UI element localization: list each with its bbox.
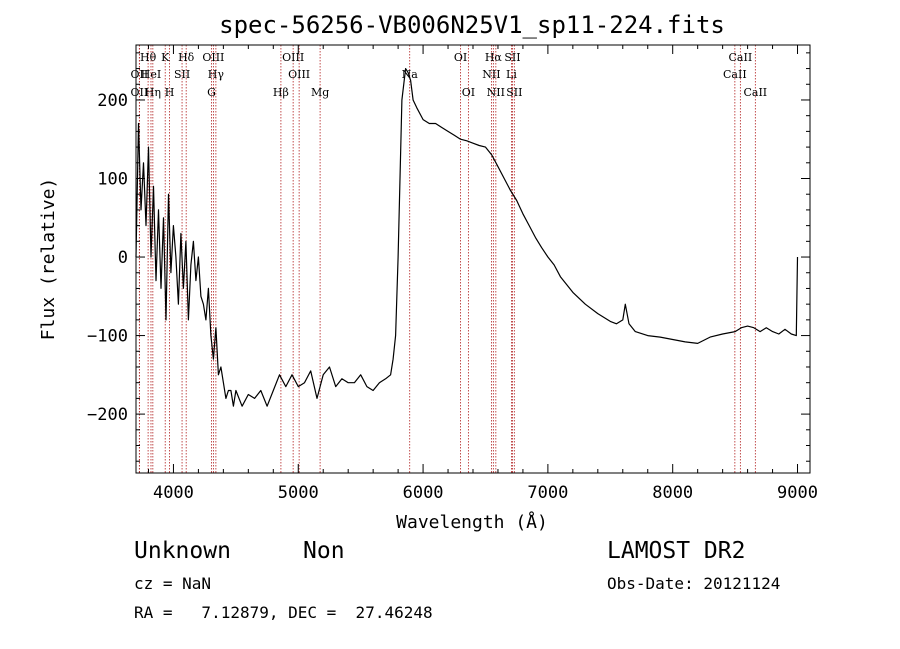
plot-frame (135, 44, 811, 474)
y-tick-label-0: 0 (118, 248, 128, 268)
marker-label-22: SII (504, 51, 520, 64)
marker-label-20: NII (482, 68, 500, 81)
y-axis-label: Flux (relative) (38, 178, 59, 341)
x-tick-label-6000: 6000 (403, 483, 444, 503)
marker-label-13: OIII (282, 51, 304, 64)
x-tick-label-8000: 8000 (652, 483, 693, 503)
observation-date: Obs-Date: 20121124 (607, 574, 781, 593)
marker-label-17: OI (454, 51, 467, 64)
object-class: Unknown (134, 538, 231, 564)
object-subclass: Non (303, 538, 345, 564)
y-tick-label-100: 100 (97, 170, 128, 190)
spectrum-plot: spec-56256-VB006N25V1_sp11-224.fits OII O… (38, 11, 818, 533)
marker-label-12: Hβ (273, 86, 289, 99)
marker-label-25: CaII (729, 51, 753, 64)
marker-label-7: H (165, 86, 175, 99)
ra-dec-coordinates: RA = 7.12879, DEC = 27.46248 (134, 603, 433, 622)
marker-label-3: HeI (141, 68, 161, 81)
axis-ticks: 4000 5000 6000 7000 8000 9000 −200 −100 0 100 200 (87, 45, 818, 503)
y-tick-label--200: −200 (87, 405, 128, 425)
marker-label-8: Hδ (178, 51, 195, 64)
y-tick-label--100: −100 (87, 327, 128, 347)
x-tick-label-7000: 7000 (527, 483, 568, 503)
marker-label-19: Hα (485, 51, 503, 64)
redshift-cz: cz = NaN (134, 574, 212, 593)
marker-label-2: Hθ (140, 51, 157, 64)
spectrum-line (135, 68, 799, 407)
x-tick-label-4000: 4000 (153, 483, 194, 503)
x-tick-label-9000: 9000 (777, 483, 818, 503)
x-tick-label-5000: 5000 (278, 483, 319, 503)
chart-title: spec-56256-VB006N25V1_sp11-224.fits (219, 11, 725, 39)
x-axis-label: Wavelength (Å) (396, 511, 548, 533)
marker-label-5: K (161, 51, 170, 64)
marker-label-14: OIII (288, 68, 310, 81)
y-tick-label-200: 200 (97, 91, 128, 111)
marker-label-24: SII (506, 86, 522, 99)
marker-label-4: Hη (145, 86, 161, 99)
marker-label-9: OIII (202, 51, 224, 64)
marker-label-6: SII (174, 68, 190, 81)
emission-line-markers (138, 45, 756, 473)
marker-label-15: Mg (311, 86, 329, 99)
marker-label-21: NII (487, 86, 505, 99)
marker-label-27: CaII (743, 86, 767, 99)
marker-label-18: OI (462, 86, 475, 99)
survey-name: LAMOST DR2 (607, 538, 746, 564)
marker-label-10: Hγ (208, 68, 225, 81)
marker-label-1: OII (131, 86, 149, 99)
marker-label-11: G (207, 86, 216, 99)
marker-label-0: OII (131, 68, 149, 81)
marker-label-23: Li (506, 68, 517, 81)
marker-label-26: CaII (723, 68, 747, 81)
